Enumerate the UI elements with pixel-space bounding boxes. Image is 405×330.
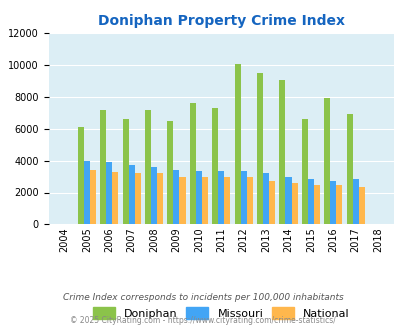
Bar xyxy=(128,165,134,224)
Bar xyxy=(313,184,319,224)
Bar xyxy=(83,161,90,224)
Bar xyxy=(240,171,246,224)
Bar xyxy=(134,173,141,224)
Bar xyxy=(324,98,330,224)
Bar xyxy=(262,173,269,224)
Bar xyxy=(112,172,118,224)
Bar xyxy=(90,170,96,224)
Bar xyxy=(352,179,358,224)
Bar xyxy=(285,177,291,224)
Bar xyxy=(145,110,151,224)
Bar xyxy=(224,177,230,224)
Bar xyxy=(179,177,185,224)
Bar xyxy=(269,182,275,224)
Bar xyxy=(167,121,173,224)
Bar xyxy=(335,184,341,224)
Bar xyxy=(77,127,83,224)
Bar xyxy=(234,64,240,224)
Title: Doniphan Property Crime Index: Doniphan Property Crime Index xyxy=(98,14,344,28)
Text: Crime Index corresponds to incidents per 100,000 inhabitants: Crime Index corresponds to incidents per… xyxy=(62,292,343,302)
Bar xyxy=(212,108,218,224)
Bar xyxy=(246,177,252,224)
Bar xyxy=(218,171,224,224)
Legend: Doniphan, Missouri, National: Doniphan, Missouri, National xyxy=(88,303,354,323)
Bar xyxy=(307,179,313,224)
Bar xyxy=(151,167,157,224)
Text: © 2025 CityRating.com - https://www.cityrating.com/crime-statistics/: © 2025 CityRating.com - https://www.city… xyxy=(70,315,335,325)
Bar xyxy=(195,171,201,224)
Bar xyxy=(173,170,179,224)
Bar xyxy=(346,114,352,224)
Bar xyxy=(189,103,195,224)
Bar xyxy=(330,181,335,224)
Bar xyxy=(256,73,262,224)
Bar xyxy=(291,183,297,224)
Bar xyxy=(201,177,207,224)
Bar xyxy=(157,173,163,224)
Bar xyxy=(106,162,112,224)
Bar xyxy=(122,119,128,224)
Bar xyxy=(358,187,364,224)
Bar xyxy=(279,80,285,224)
Bar xyxy=(301,119,307,224)
Bar xyxy=(100,110,106,224)
